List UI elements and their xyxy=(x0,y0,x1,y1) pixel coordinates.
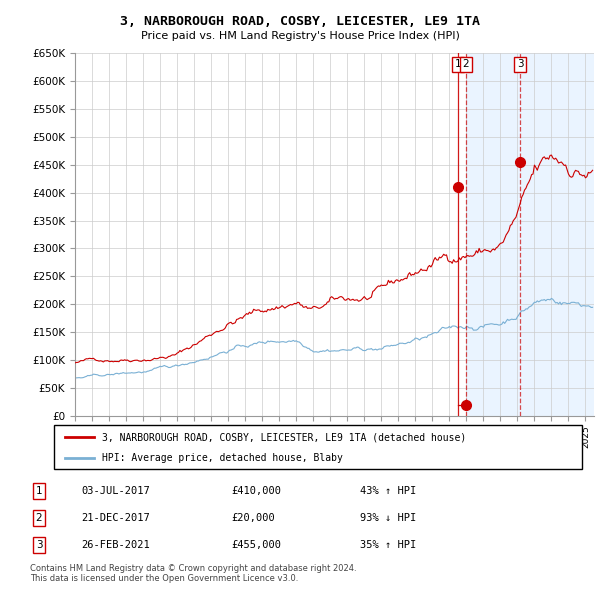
Text: 03-JUL-2017: 03-JUL-2017 xyxy=(81,486,150,496)
Text: 35% ↑ HPI: 35% ↑ HPI xyxy=(360,540,416,550)
FancyBboxPatch shape xyxy=(54,425,582,469)
Text: £410,000: £410,000 xyxy=(231,486,281,496)
Text: 3, NARBOROUGH ROAD, COSBY, LEICESTER, LE9 1TA: 3, NARBOROUGH ROAD, COSBY, LEICESTER, LE… xyxy=(120,15,480,28)
Bar xyxy=(466,53,594,416)
Text: Price paid vs. HM Land Registry's House Price Index (HPI): Price paid vs. HM Land Registry's House … xyxy=(140,31,460,41)
Text: 3, NARBOROUGH ROAD, COSBY, LEICESTER, LE9 1TA (detached house): 3, NARBOROUGH ROAD, COSBY, LEICESTER, LE… xyxy=(101,432,466,442)
Text: 2: 2 xyxy=(35,513,43,523)
Text: £455,000: £455,000 xyxy=(231,540,281,550)
Text: 1: 1 xyxy=(455,59,461,69)
Text: Contains HM Land Registry data © Crown copyright and database right 2024.: Contains HM Land Registry data © Crown c… xyxy=(30,565,356,573)
Text: £20,000: £20,000 xyxy=(231,513,275,523)
Text: HPI: Average price, detached house, Blaby: HPI: Average price, detached house, Blab… xyxy=(101,453,343,463)
Text: 26-FEB-2021: 26-FEB-2021 xyxy=(81,540,150,550)
Text: 43% ↑ HPI: 43% ↑ HPI xyxy=(360,486,416,496)
Text: 2: 2 xyxy=(463,59,469,69)
Text: 21-DEC-2017: 21-DEC-2017 xyxy=(81,513,150,523)
Text: This data is licensed under the Open Government Licence v3.0.: This data is licensed under the Open Gov… xyxy=(30,574,298,583)
Text: 3: 3 xyxy=(35,540,43,550)
Text: 1: 1 xyxy=(35,486,43,496)
Text: 3: 3 xyxy=(517,59,523,69)
Text: 93% ↓ HPI: 93% ↓ HPI xyxy=(360,513,416,523)
